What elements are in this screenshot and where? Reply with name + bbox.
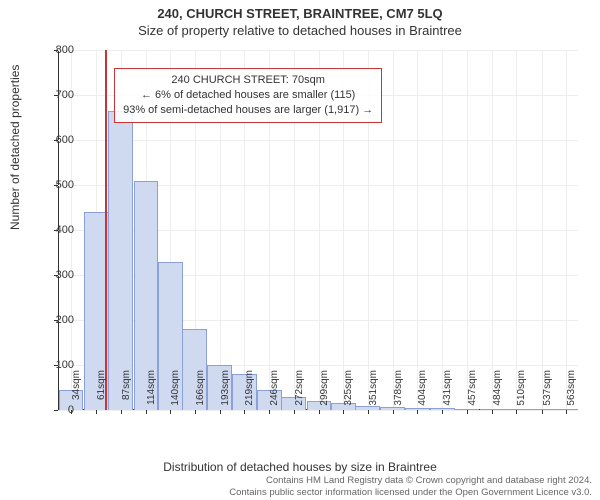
x-tick-label: 166sqm	[195, 370, 206, 420]
gridline-v	[492, 50, 493, 410]
x-tick-label: 563sqm	[566, 370, 577, 420]
x-tick-label: 34sqm	[71, 370, 82, 420]
y-tick-label: 0	[44, 404, 74, 416]
annotation-line: 93% of semi-detached houses are larger (…	[123, 103, 373, 118]
annotation-line: ← 6% of detached houses are smaller (115…	[123, 88, 373, 103]
gridline-v	[467, 50, 468, 410]
x-tick-label: 510sqm	[516, 370, 527, 420]
y-axis-label: Number of detached properties	[8, 65, 22, 230]
x-tick-label: 114sqm	[146, 370, 157, 420]
footer-line-2: Contains public sector information licen…	[229, 487, 592, 498]
x-tick-label: 484sqm	[492, 370, 503, 420]
gridline-v	[566, 50, 567, 410]
x-tick-label: 140sqm	[170, 370, 181, 420]
x-axis-label: Distribution of detached houses by size …	[0, 460, 600, 474]
histogram-bar	[108, 111, 133, 410]
footer-attribution: Contains HM Land Registry data © Crown c…	[229, 475, 592, 498]
gridline-v	[442, 50, 443, 410]
marker-line	[105, 50, 107, 410]
y-tick-label: 400	[44, 224, 74, 236]
annotation-line: 240 CHURCH STREET: 70sqm	[123, 73, 373, 88]
x-tick-label: 351sqm	[368, 370, 379, 420]
x-tick-label: 87sqm	[121, 370, 132, 420]
gridline-v	[516, 50, 517, 410]
x-tick-label: 457sqm	[467, 370, 478, 420]
x-tick-label: 246sqm	[269, 370, 280, 420]
gridline-v	[542, 50, 543, 410]
chart-plot-area: 240 CHURCH STREET: 70sqm← 6% of detached…	[58, 50, 578, 410]
x-tick-label: 431sqm	[442, 370, 453, 420]
x-tick-label: 272sqm	[294, 370, 305, 420]
y-tick-label: 600	[44, 134, 74, 146]
y-tick-label: 300	[44, 269, 74, 281]
y-tick-label: 800	[44, 44, 74, 56]
chart-subtitle: Size of property relative to detached ho…	[0, 21, 600, 38]
annotation-box: 240 CHURCH STREET: 70sqm← 6% of detached…	[114, 68, 382, 123]
x-tick-label: 61sqm	[96, 370, 107, 420]
gridline-v	[393, 50, 394, 410]
x-tick-label: 404sqm	[417, 370, 428, 420]
chart-title: 240, CHURCH STREET, BRAINTREE, CM7 5LQ	[0, 0, 600, 21]
x-tick-label: 537sqm	[542, 370, 553, 420]
y-tick-label: 200	[44, 314, 74, 326]
footer-line-1: Contains HM Land Registry data © Crown c…	[229, 475, 592, 486]
x-tick-label: 325sqm	[343, 370, 354, 420]
y-tick-label: 100	[44, 359, 74, 371]
x-tick-label: 193sqm	[220, 370, 231, 420]
x-tick-label: 219sqm	[244, 370, 255, 420]
x-tick-label: 299sqm	[319, 370, 330, 420]
x-tick-label: 378sqm	[393, 370, 404, 420]
y-tick-label: 700	[44, 89, 74, 101]
y-tick-label: 500	[44, 179, 74, 191]
gridline-v	[417, 50, 418, 410]
